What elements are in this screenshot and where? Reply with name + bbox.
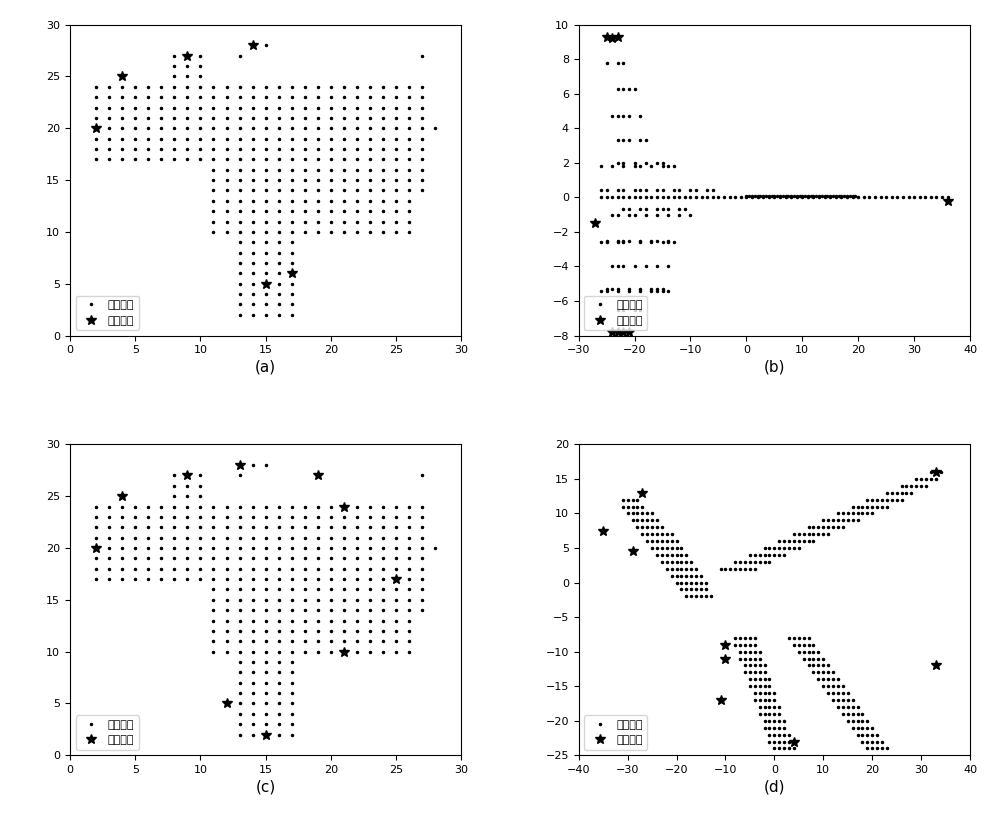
普通节点 [364,217,376,227]
X-axis label: (c): (c) [256,779,276,794]
参考节点 [90,123,102,133]
普通节点 [312,196,324,206]
Line: 普通节点: 普通节点 [94,463,437,736]
普通节点 [364,636,376,646]
参考节点 [338,502,350,511]
普通节点 [247,40,259,50]
Line: 参考节点: 参考节点 [91,40,297,289]
普通节点 [312,616,324,626]
参考节点 [930,467,942,477]
Legend: 普通节点, 参考节点: 普通节点, 参考节点 [584,296,647,330]
参考节点 [606,34,618,44]
参考节点 [247,40,259,50]
普通节点 [260,206,272,216]
参考节点 [390,574,402,584]
普通节点 [247,461,259,470]
普通节点 [247,512,259,522]
参考节点 [338,647,350,657]
Line: 普通节点: 普通节点 [621,470,943,750]
Line: 参考节点: 参考节点 [591,32,953,337]
普通节点 [601,32,613,42]
普通节点 [680,557,692,566]
普通节点 [847,702,859,712]
普通节点 [194,533,206,543]
参考节点 [626,547,639,557]
Legend: 普通节点, 参考节点: 普通节点, 参考节点 [76,296,139,330]
普通节点 [416,574,428,584]
普通节点 [260,533,272,543]
普通节点 [661,564,673,574]
参考节点 [617,328,629,337]
参考节点 [942,196,954,206]
普通节点 [260,310,272,319]
参考节点 [719,654,731,663]
普通节点 [866,744,878,754]
X-axis label: (a): (a) [255,360,276,374]
参考节点 [260,730,272,740]
普通节点 [194,113,206,123]
普通节点 [260,626,272,636]
参考节点 [181,470,193,480]
参考节点 [636,488,648,498]
普通节点 [286,248,298,258]
参考节点 [597,525,609,535]
普通节点 [766,190,778,200]
Line: 普通节点: 普通节点 [599,34,950,312]
参考节点 [788,736,800,746]
普通节点 [768,744,780,754]
参考节点 [286,268,298,278]
普通节点 [247,92,259,102]
Line: 普通节点: 普通节点 [94,44,437,317]
普通节点 [641,516,653,525]
参考节点 [90,544,102,553]
普通节点 [260,113,272,123]
Legend: 普通节点, 参考节点: 普通节点, 参考节点 [76,715,139,750]
参考节点 [116,71,128,81]
普通节点 [925,474,937,484]
Legend: 普通节点, 参考节点: 普通节点, 参考节点 [584,715,647,750]
普通节点 [286,667,298,677]
参考节点 [623,328,635,337]
参考节点 [719,640,731,649]
普通节点 [617,495,629,505]
参考节点 [221,699,233,709]
X-axis label: (d): (d) [764,779,785,794]
X-axis label: (b): (b) [764,360,785,374]
Line: 参考节点: 参考节点 [598,467,941,746]
普通节点 [925,467,937,477]
参考节点 [930,661,942,671]
普通节点 [629,209,641,219]
参考节点 [116,491,128,501]
参考节点 [234,461,246,470]
普通节点 [617,237,629,247]
普通节点 [260,730,272,740]
参考节点 [612,32,624,42]
参考节点 [589,218,601,228]
参考节点 [612,328,624,337]
参考节点 [715,695,727,705]
参考节点 [260,279,272,289]
普通节点 [617,192,629,202]
Line: 参考节点: 参考节点 [91,461,401,740]
参考节点 [181,51,193,61]
普通节点 [771,190,783,200]
普通节点 [416,154,428,164]
参考节点 [312,470,324,480]
普通节点 [881,744,893,754]
普通节点 [612,305,624,314]
普通节点 [634,305,646,314]
普通节点 [701,186,713,195]
参考节点 [606,328,618,337]
参考节点 [601,32,613,42]
